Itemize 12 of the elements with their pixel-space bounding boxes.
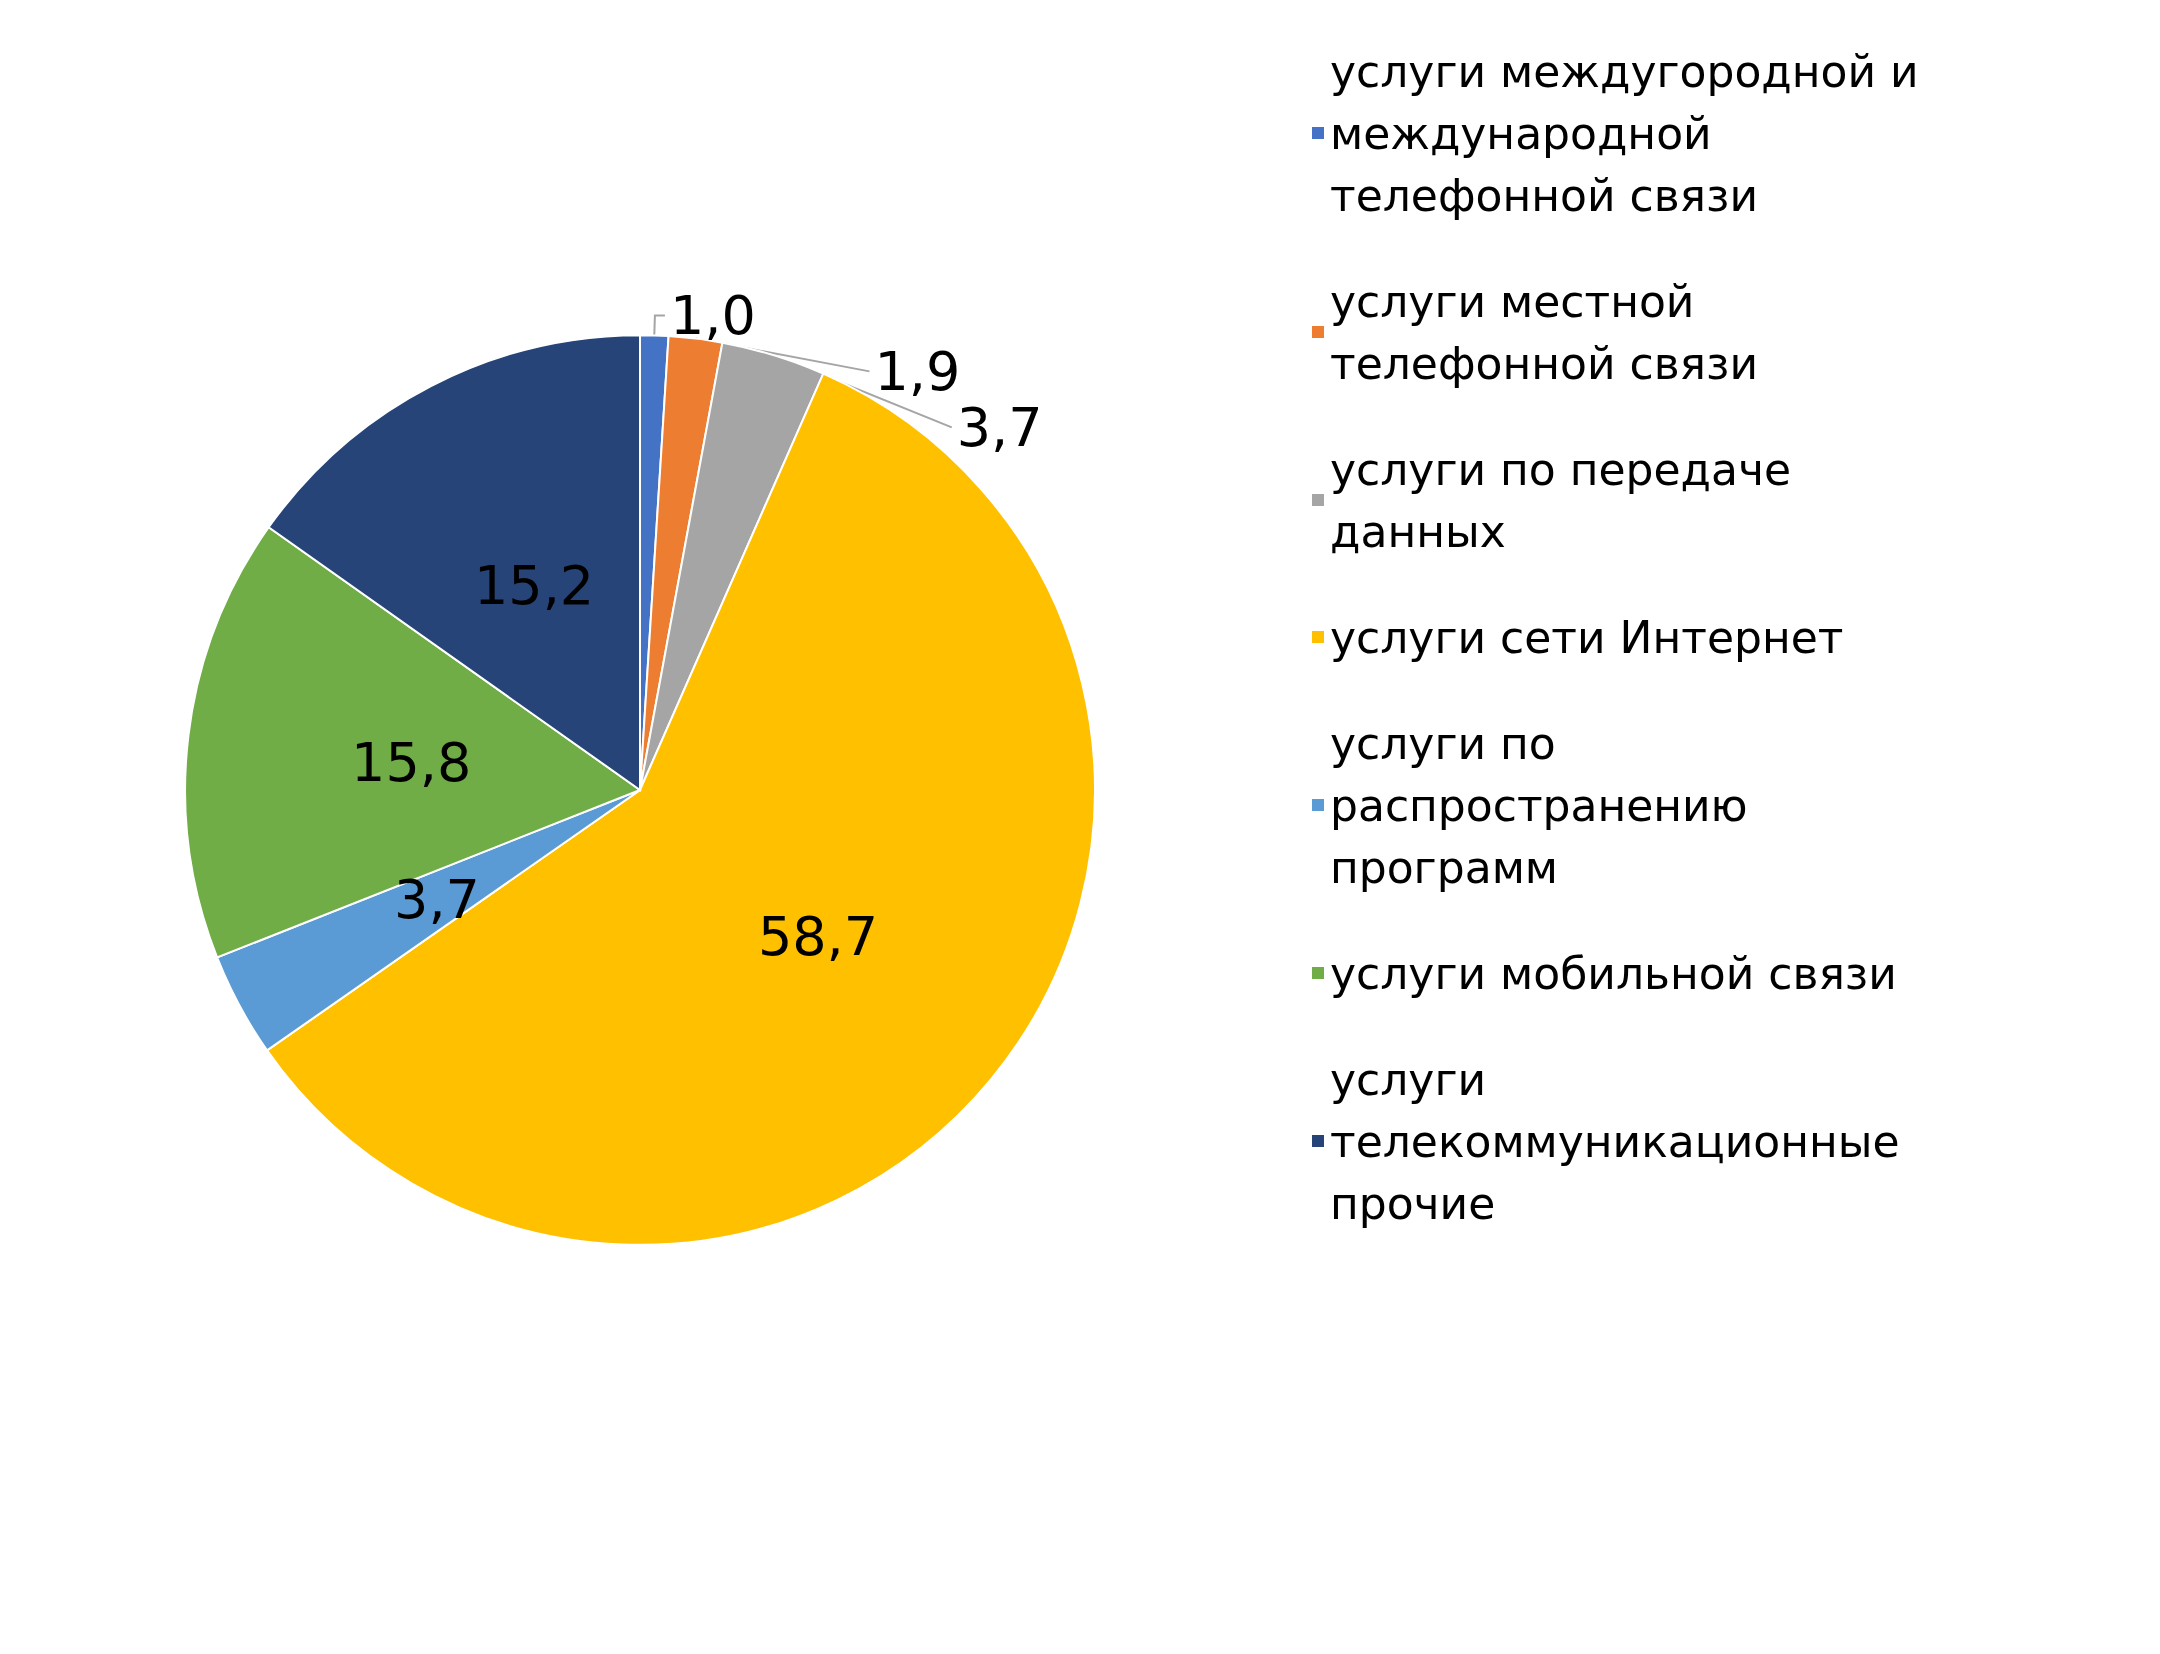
data-label: 3,7 — [394, 867, 480, 931]
legend-label: услуги телекоммуникационные прочие — [1330, 1053, 1914, 1229]
legend-label: услуги по передаче данных — [1330, 443, 1806, 557]
data-label: 15,2 — [473, 553, 595, 617]
data-label: 58,7 — [757, 904, 879, 968]
legend-label: услуги по распространению программ — [1330, 717, 1762, 893]
legend-label: услуги сети Интернет — [1330, 611, 1844, 663]
data-label: 15,8 — [351, 731, 472, 795]
legend-label: услуги междугородной и международной телефонной связи — [1330, 45, 1933, 221]
legend-label: услуги местной телефонной связи — [1330, 275, 1759, 389]
legend-label: услуги мобильной связи — [1330, 947, 1897, 999]
data-label: 1,0 — [669, 283, 756, 347]
